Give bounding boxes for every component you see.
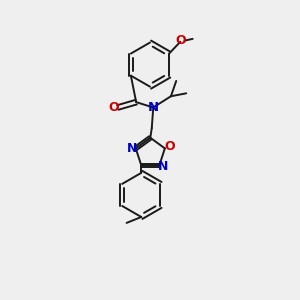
Text: N: N xyxy=(158,160,169,173)
Text: O: O xyxy=(109,101,119,114)
Text: N: N xyxy=(126,142,137,155)
Text: O: O xyxy=(176,34,186,47)
Text: O: O xyxy=(164,140,175,153)
Text: N: N xyxy=(148,101,159,114)
